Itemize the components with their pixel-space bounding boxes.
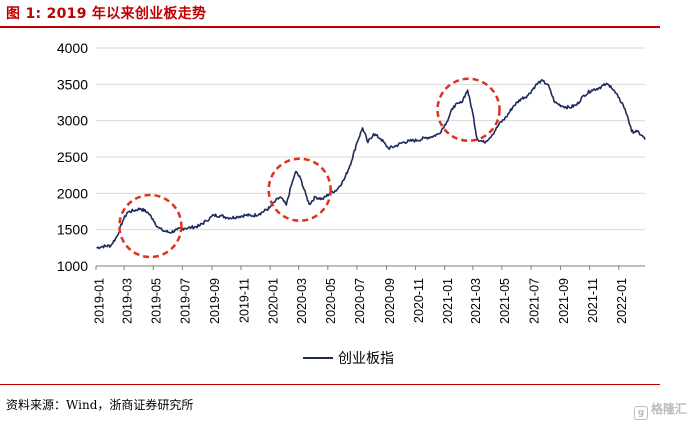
highlight-circle-2 <box>267 157 332 222</box>
line-chart: 1000 1500 2000 2500 3000 3500 4000 2019-01 2019-… <box>57 40 646 367</box>
watermark-logo-icon: g <box>633 406 648 420</box>
axes: 1000 1500 2000 2500 3000 3500 4000 2019-01 2019-… <box>57 40 645 324</box>
y-tick-label: 1000 <box>57 258 88 274</box>
page-title: 图 1: 2019 年以来创业板走势 <box>6 6 207 22</box>
y-tick-label: 2500 <box>57 149 88 165</box>
x-tick-label: 2020-01 <box>266 278 280 324</box>
x-tick-label: 2020-03 <box>295 278 309 324</box>
x-tick-label: 2019-05 <box>150 278 164 324</box>
x-tick-label: 2020-05 <box>324 278 338 324</box>
x-tick-label: 2021-07 <box>527 278 541 324</box>
legend: 创业板指 <box>303 351 394 367</box>
x-tick-label: 2019-01 <box>92 278 106 324</box>
watermark: g 格隆汇 <box>633 400 687 420</box>
series-line-创业板指 <box>96 78 646 250</box>
x-tick-label: 2019-09 <box>208 278 222 324</box>
x-tick-label: 2020-09 <box>383 278 397 324</box>
highlight-circle-3 <box>436 77 501 143</box>
y-tick-label: 2000 <box>57 185 88 201</box>
x-tick-label: 2020-07 <box>353 278 367 324</box>
x-tick-label: 2021-05 <box>498 278 512 324</box>
x-tick-label: 2019-07 <box>179 278 193 324</box>
x-tick-label: 2020-11 <box>412 278 426 323</box>
series-layer <box>96 78 646 250</box>
source-note: 资料来源：Wind，浙商证券研究所 <box>6 398 194 412</box>
x-tick-label: 2019-03 <box>120 278 134 324</box>
y-tick-label: 3500 <box>57 76 88 92</box>
x-tick-label: 2021-01 <box>441 278 455 324</box>
x-tick-label: 2021-03 <box>469 278 483 324</box>
x-tick-label: 2019-11 <box>237 278 251 323</box>
highlight-layer <box>118 77 501 259</box>
x-tick-label: 2021-11 <box>586 278 600 323</box>
footer-divider <box>0 384 660 385</box>
watermark-text: 格隆汇 <box>650 402 687 416</box>
x-tick-label: 2022-01 <box>615 278 629 324</box>
y-tick-label: 4000 <box>57 40 88 56</box>
legend-label: 创业板指 <box>338 351 394 367</box>
y-tick-label: 1500 <box>57 222 88 238</box>
x-tick-label: 2021-09 <box>557 278 571 324</box>
title-divider <box>0 26 660 28</box>
y-tick-label: 3000 <box>57 113 88 129</box>
highlight-circle-1 <box>118 193 183 259</box>
grid-lines <box>96 47 645 231</box>
